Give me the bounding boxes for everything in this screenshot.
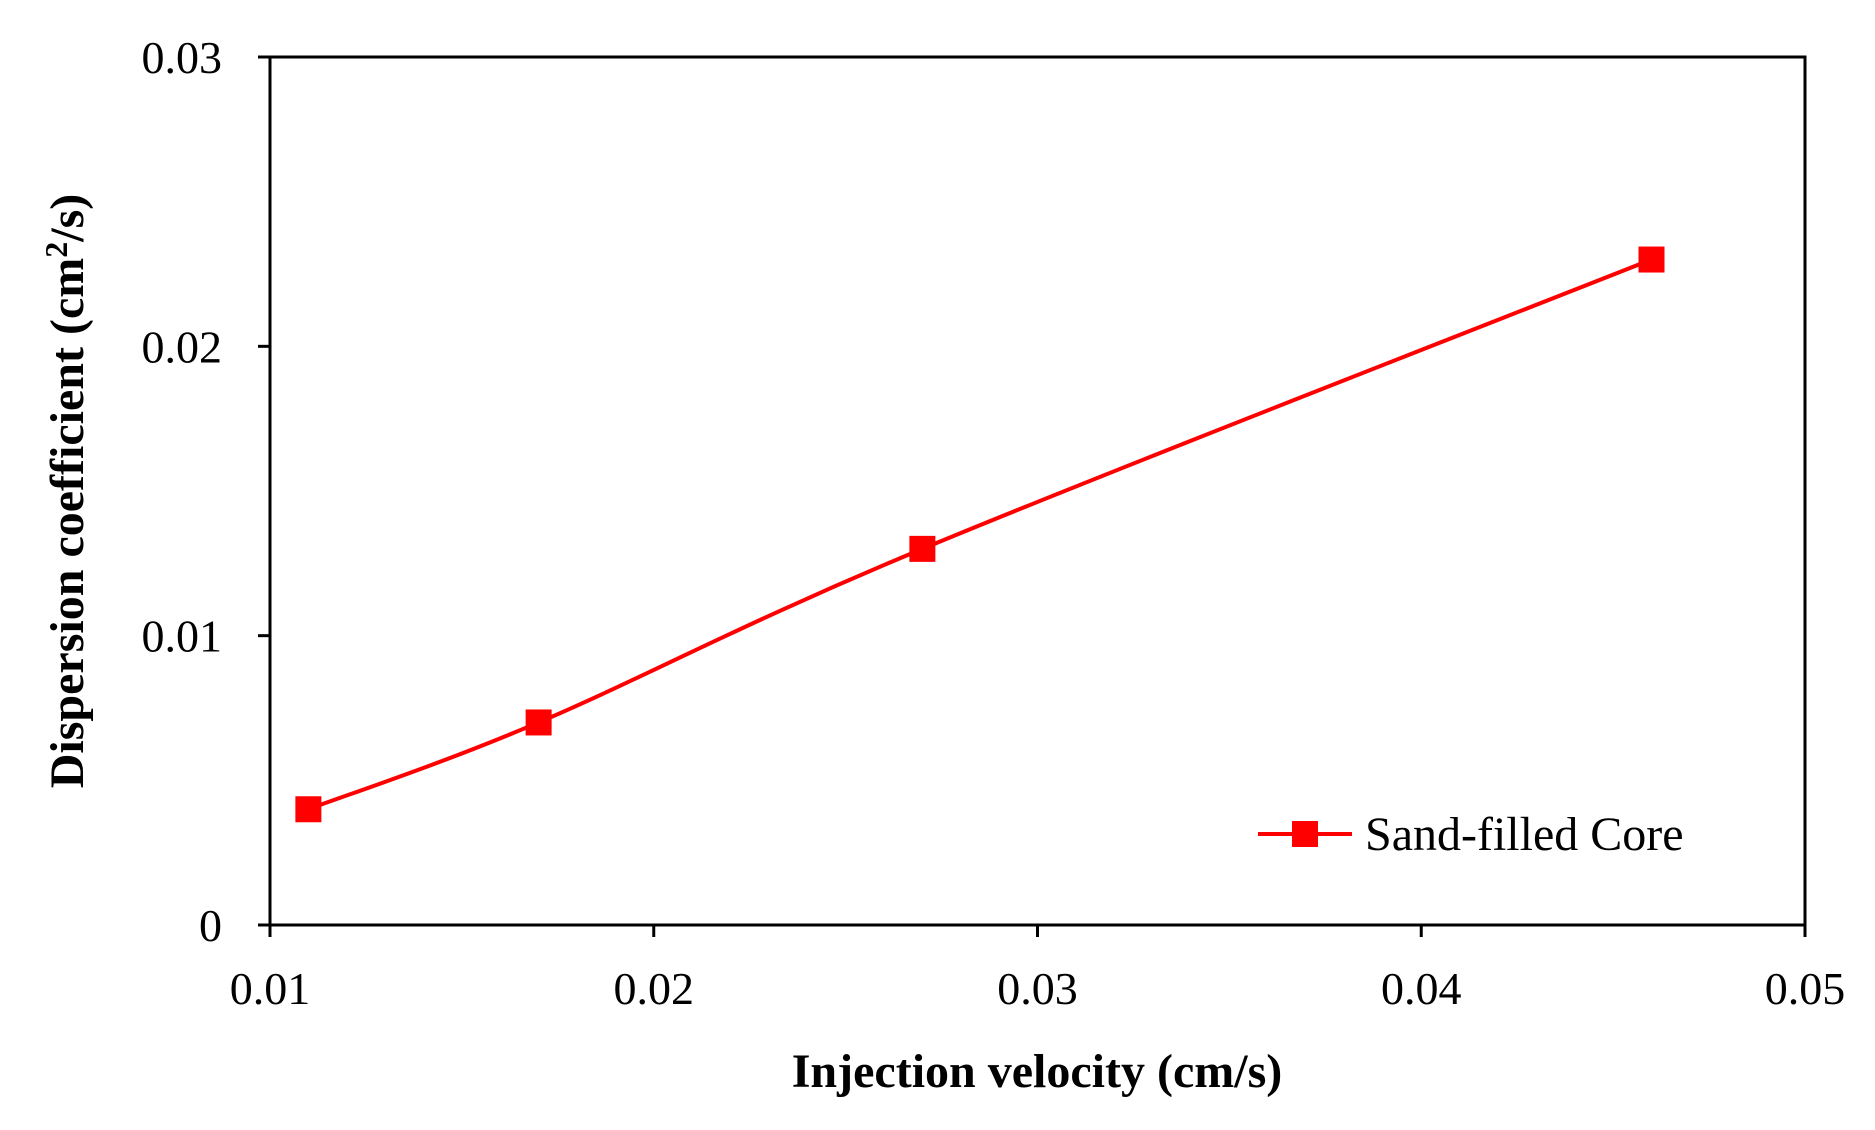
x-tick-labels: 0.01 0.02 0.03 0.04 0.05	[230, 963, 1846, 1014]
data-point-marker	[295, 796, 322, 823]
legend-label: Sand-filled Core	[1365, 808, 1684, 861]
y-axis-title: Dispersion coefficient (cm2/s)	[38, 194, 94, 789]
y-tick-label: 0.01	[142, 611, 223, 662]
y-tick-labels: 0 0.01 0.02 0.03	[142, 32, 223, 951]
x-axis-ticks	[268, 925, 1807, 937]
y-tick-label: 0	[199, 900, 222, 951]
y-axis-ticks	[258, 55, 270, 927]
series-line-sand-filled-core	[307, 257, 1653, 812]
legend: Sand-filled Core	[1258, 808, 1684, 861]
legend-marker-swatch	[1292, 821, 1318, 847]
x-axis-title: Injection velocity (cm/s)	[792, 1045, 1283, 1098]
x-tick-label: 0.04	[1381, 963, 1462, 1014]
series-layer	[295, 246, 1665, 823]
y-axis-title-suffix: /s)	[41, 194, 94, 243]
x-tick-label: 0.02	[614, 963, 695, 1014]
data-point-marker	[909, 535, 936, 562]
x-tick-label: 0.05	[1765, 963, 1846, 1014]
x-tick-label: 0.01	[230, 963, 311, 1014]
data-point-marker	[525, 709, 552, 736]
y-tick-label: 0.02	[142, 321, 223, 372]
plot-frame	[268, 55, 1807, 927]
y-tick-label: 0.03	[142, 32, 223, 83]
y-axis-title-superscript: 2	[38, 242, 74, 258]
y-axis-title-prefix: Dispersion coefficient (cm	[41, 258, 94, 789]
data-point-marker	[1638, 246, 1665, 273]
x-tick-label: 0.03	[997, 963, 1078, 1014]
